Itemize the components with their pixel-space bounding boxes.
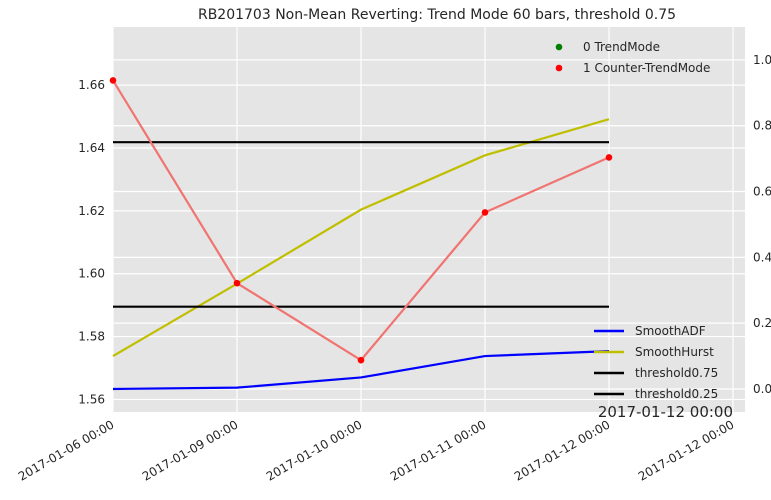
- corner-date-label: 2017-01-12 00:00: [598, 403, 733, 421]
- x-tick-label: 2017-01-06 00:00: [16, 417, 117, 483]
- legend-label: SmoothADF: [635, 324, 706, 338]
- legend-label: threshold0.75: [635, 366, 718, 380]
- series-layer: [109, 77, 613, 391]
- y-left-tick-label: 1.62: [78, 204, 105, 218]
- y-right-tick-label: 0.8: [753, 119, 771, 133]
- y-left-tick-label: 1.56: [78, 392, 105, 406]
- y-left-tick-label: 1.60: [78, 267, 105, 281]
- price-point: [357, 356, 365, 364]
- y-axis-left-ticks: 1.56 1.58 1.60 1.62 1.64 1.66: [78, 78, 105, 406]
- legend-label: SmoothHurst: [635, 345, 714, 359]
- y-right-tick-label: 0.2: [753, 316, 771, 330]
- y-left-tick-label: 1.58: [78, 330, 105, 344]
- chart-title: RB201703 Non-Mean Reverting: Trend Mode …: [198, 7, 676, 23]
- y-right-tick-label: 0.4: [753, 250, 771, 264]
- price-point: [109, 77, 117, 84]
- y-right-tick-label: 0.0: [753, 382, 771, 396]
- legend-marker: [555, 64, 563, 72]
- legend-label: 1 Counter-TrendMode: [583, 61, 710, 75]
- y-left-tick-label: 1.64: [78, 141, 105, 155]
- legend-label: threshold0.25: [635, 387, 718, 401]
- x-tick-label: 2017-01-10 00:00: [264, 417, 365, 483]
- x-tick-label: 2017-01-12 00:00: [636, 417, 737, 483]
- y-right-tick-label: 0.6: [753, 185, 771, 199]
- x-tick-label: 2017-01-09 00:00: [140, 417, 241, 483]
- y-left-tick-label: 1.66: [78, 78, 105, 92]
- legend-marker: [555, 43, 563, 51]
- y-right-tick-label: 1.0: [753, 53, 771, 67]
- series-line-smoothadf: [112, 350, 610, 391]
- x-tick-label: 2017-01-12 00:00: [512, 417, 613, 483]
- legend-label: 0 TrendMode: [583, 40, 660, 54]
- line-legend: SmoothADF SmoothHurst threshold0.75 thresho…: [594, 324, 718, 401]
- price-point: [481, 209, 489, 216]
- price-point: [605, 154, 613, 161]
- x-axis-ticks: 2017-01-06 00:00 2017-01-09 00:00 2017-01-…: [16, 417, 737, 483]
- scatter-legend: 0 TrendMode 1 Counter-TrendMode: [555, 40, 710, 75]
- grid: [112, 27, 745, 412]
- x-tick-label: 2017-01-11 00:00: [388, 417, 489, 483]
- price-point: [233, 279, 241, 287]
- y-axis-right-ticks: 0.0 0.2 0.4 0.6 0.8 1.0: [753, 53, 771, 396]
- plot-background: [113, 27, 745, 412]
